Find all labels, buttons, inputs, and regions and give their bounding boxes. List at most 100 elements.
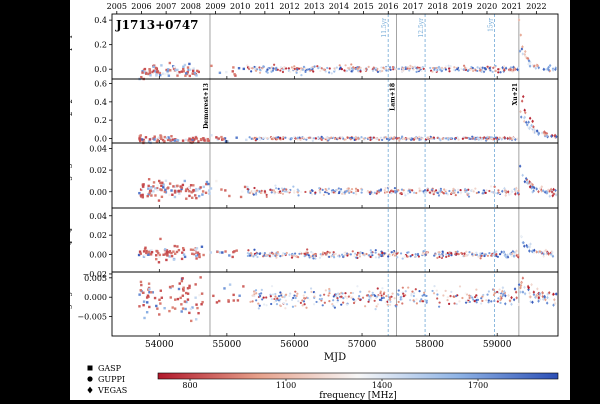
- data-point-vegas: [540, 131, 544, 135]
- data-point-guppi: [438, 305, 441, 308]
- data-point-guppi: [475, 296, 479, 299]
- data-point-guppi: [319, 137, 322, 140]
- data-point-guppi: [391, 292, 394, 295]
- data-point-gasp: [179, 296, 182, 300]
- data-point-gasp: [182, 253, 186, 256]
- data-point-guppi: [347, 187, 350, 190]
- data-point-vegas: [528, 61, 532, 65]
- data-point-vegas: [520, 281, 523, 285]
- data-point-vegas: [532, 290, 536, 294]
- data-point-guppi: [488, 252, 491, 255]
- y-tick-label: 0.02: [89, 166, 107, 175]
- y-tick-label: 0.04: [89, 212, 107, 221]
- data-point-vegas: [534, 130, 537, 135]
- data-point-guppi: [250, 137, 253, 140]
- data-point-guppi: [439, 139, 442, 142]
- data-point-guppi: [349, 138, 352, 141]
- data-point-guppi: [313, 65, 316, 68]
- data-point-gasp: [138, 191, 141, 195]
- data-point-gasp: [232, 293, 235, 297]
- data-point-vegas: [501, 136, 505, 140]
- data-point-gasp: [176, 68, 179, 72]
- data-point-guppi: [359, 66, 362, 69]
- data-point-guppi: [253, 67, 256, 70]
- data-point-gasp: [243, 185, 247, 189]
- data-point-guppi: [358, 255, 362, 258]
- data-point-guppi: [328, 255, 331, 258]
- data-point-guppi: [454, 250, 457, 254]
- data-point-vegas: [535, 293, 539, 298]
- data-point-gasp: [242, 67, 246, 71]
- data-point-gasp: [147, 253, 151, 256]
- data-point-vegas: [523, 49, 527, 54]
- data-point-guppi: [494, 136, 497, 139]
- data-point-gasp: [194, 296, 197, 299]
- data-point-vegas: [521, 52, 525, 56]
- data-point-guppi: [406, 192, 410, 195]
- data-point-gasp: [233, 73, 236, 76]
- data-point-vegas: [541, 294, 545, 299]
- legend-marker-circle: [87, 376, 93, 382]
- data-point-guppi: [464, 187, 467, 191]
- data-point-guppi: [375, 305, 378, 308]
- data-point-gasp: [173, 139, 176, 142]
- data-point-guppi: [415, 302, 419, 305]
- data-point-guppi: [253, 248, 256, 251]
- data-point-guppi: [421, 253, 424, 256]
- data-point-guppi: [273, 297, 276, 301]
- data-point-gasp: [180, 310, 183, 313]
- data-point-gasp: [158, 73, 162, 77]
- data-point-guppi: [328, 251, 331, 254]
- data-point-gasp: [156, 139, 159, 142]
- data-point-gasp: [180, 187, 183, 191]
- data-point-guppi: [304, 190, 307, 194]
- x-tick-label: 56000: [280, 340, 309, 350]
- data-point-gasp: [174, 138, 177, 141]
- data-point-guppi: [246, 64, 249, 67]
- data-point-gasp: [167, 136, 170, 139]
- data-point-guppi: [299, 301, 302, 304]
- data-point-guppi: [319, 294, 322, 297]
- data-point-guppi: [275, 68, 278, 72]
- data-point-guppi: [293, 189, 296, 193]
- data-point-gasp: [147, 250, 151, 254]
- data-point-guppi: [309, 255, 313, 258]
- data-point-gasp: [199, 137, 203, 141]
- data-point-guppi: [411, 253, 414, 257]
- data-point-guppi: [339, 189, 342, 192]
- data-point-guppi: [291, 68, 295, 71]
- data-point-guppi: [323, 293, 326, 296]
- data-point-guppi: [326, 190, 329, 193]
- data-point-guppi: [333, 306, 336, 309]
- data-point-gasp: [191, 136, 195, 140]
- data-point-guppi: [382, 296, 385, 299]
- data-point-vegas: [528, 245, 531, 250]
- data-point-guppi: [301, 68, 304, 71]
- data-point-guppi: [283, 190, 287, 193]
- data-point-vegas: [527, 285, 531, 290]
- data-point-gasp: [191, 306, 194, 309]
- data-point-vegas: [538, 293, 542, 298]
- data-point-guppi: [369, 298, 372, 301]
- data-point-guppi: [317, 301, 320, 304]
- data-point-gasp: [186, 70, 189, 74]
- data-point-guppi: [339, 66, 342, 69]
- data-point-guppi: [285, 303, 289, 306]
- data-point-gasp: [159, 136, 163, 140]
- data-point-vegas: [507, 293, 510, 298]
- y-tick-label: −0.005: [77, 313, 107, 322]
- data-point-guppi: [484, 253, 487, 256]
- data-point-guppi: [342, 297, 345, 300]
- data-point-vegas: [547, 297, 551, 302]
- data-point-gasp: [198, 255, 201, 258]
- data-point-gasp: [178, 192, 181, 195]
- data-point-gasp: [238, 294, 241, 297]
- data-point-vegas: [552, 187, 555, 192]
- data-point-vegas: [537, 189, 540, 194]
- data-point-gasp: [199, 276, 202, 279]
- data-point-guppi: [316, 137, 320, 140]
- data-point-gasp: [159, 289, 163, 292]
- data-point-vegas: [542, 67, 546, 72]
- data-point-guppi: [340, 295, 343, 298]
- data-point-guppi: [448, 70, 451, 73]
